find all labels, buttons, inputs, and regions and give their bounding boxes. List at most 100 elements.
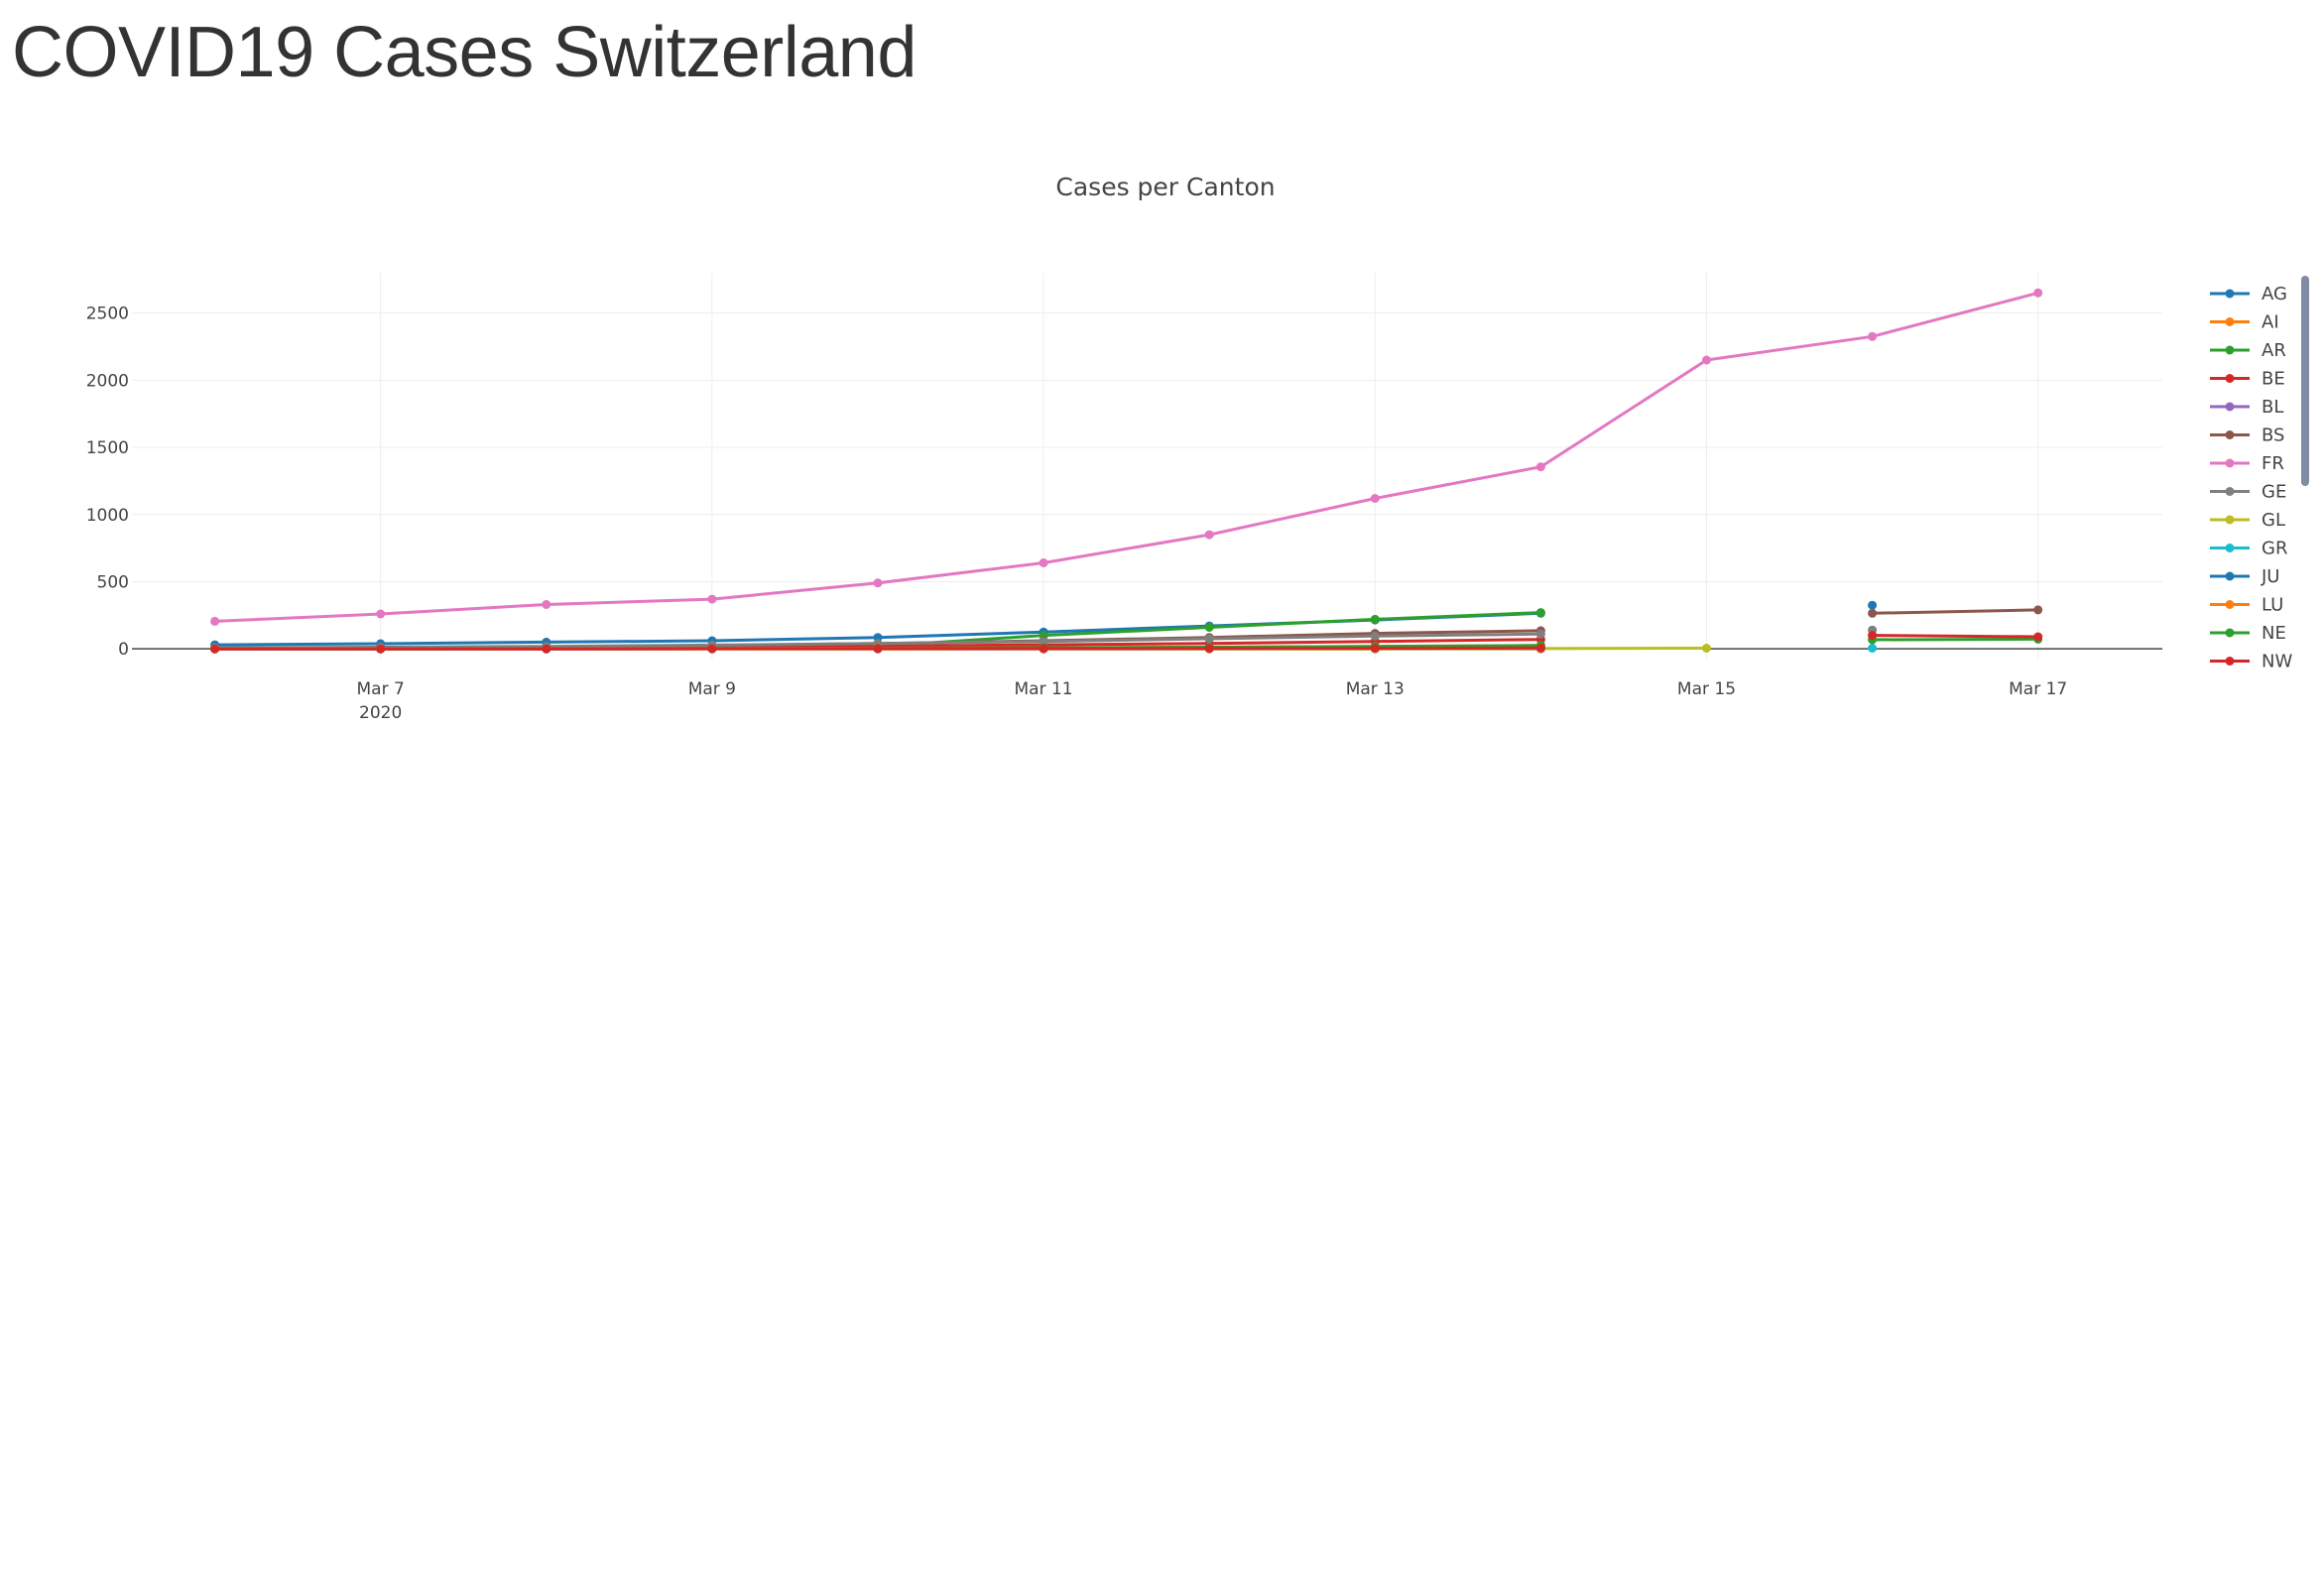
data-point[interactable] — [707, 644, 717, 654]
legend-item-bs[interactable]: BS — [2210, 425, 2284, 446]
legend-label: NE — [2262, 623, 2286, 644]
legend-item-nw[interactable]: NW — [2210, 652, 2292, 672]
legend-label: AG — [2262, 284, 2287, 304]
data-point[interactable] — [1204, 623, 1214, 632]
legend-marker — [2225, 544, 2235, 552]
legend-item-ge[interactable]: GE — [2210, 482, 2286, 503]
chart-grid — [132, 273, 2162, 660]
x-tick-label: Mar 9 — [688, 679, 736, 699]
y-tick-label: 500 — [97, 572, 129, 592]
legend-item-ag[interactable]: AG — [2210, 284, 2287, 304]
legend-label: NW — [2262, 652, 2292, 672]
data-point[interactable] — [2033, 605, 2043, 615]
data-point[interactable] — [1370, 614, 1380, 624]
x-tick-label: Mar 11 — [1014, 679, 1072, 699]
series-line-bs — [1872, 608, 2038, 615]
legend-item-lu[interactable]: LU — [2210, 595, 2283, 616]
legend-label: GL — [2262, 510, 2285, 531]
y-tick-label: 1000 — [86, 506, 129, 526]
legend-marker — [2225, 515, 2235, 525]
data-point[interactable] — [1868, 644, 1878, 653]
data-point[interactable] — [2033, 288, 2043, 298]
legend-marker — [2225, 600, 2235, 609]
legend-label: GR — [2262, 539, 2287, 559]
legend-label: JU — [2261, 566, 2279, 587]
data-point[interactable] — [1702, 644, 1711, 653]
legend-marker — [2225, 458, 2235, 468]
data-point[interactable] — [1039, 637, 1048, 647]
data-point[interactable] — [1370, 644, 1380, 654]
data-point[interactable] — [1535, 629, 1545, 639]
legend-scrollbar[interactable] — [2301, 276, 2309, 486]
data-point[interactable] — [873, 644, 883, 654]
data-point[interactable] — [1868, 331, 1878, 341]
legend-marker — [2225, 571, 2235, 581]
data-point[interactable] — [1535, 462, 1545, 472]
legend-marker — [2225, 402, 2235, 412]
data-point[interactable] — [1535, 643, 1545, 653]
x-tick-label: Mar 17 — [2009, 679, 2067, 699]
data-point[interactable] — [1204, 530, 1214, 540]
chart-series[interactable] — [210, 288, 2043, 654]
data-point[interactable] — [1868, 631, 1878, 641]
legend-item-gr[interactable]: GR — [2210, 539, 2287, 559]
legend-label: BS — [2262, 425, 2284, 446]
data-point[interactable] — [1370, 494, 1380, 503]
data-point[interactable] — [210, 616, 220, 626]
data-point[interactable] — [542, 644, 551, 654]
data-point[interactable] — [1039, 558, 1048, 567]
data-point[interactable] — [542, 600, 551, 609]
data-point[interactable] — [376, 609, 386, 619]
legend-item-bl[interactable]: BL — [2210, 397, 2283, 418]
legend-label: AI — [2262, 312, 2279, 333]
data-point[interactable] — [873, 578, 883, 588]
y-tick-label: 2000 — [86, 371, 129, 391]
chart-title: Cases per Canton — [1055, 173, 1275, 201]
data-point[interactable] — [1702, 355, 1711, 365]
y-tick-label: 1500 — [86, 438, 129, 458]
series-line-fr — [214, 291, 2039, 623]
legend-item-ai[interactable]: AI — [2210, 312, 2279, 333]
data-point[interactable] — [1039, 644, 1048, 654]
series-fr[interactable] — [210, 288, 2043, 626]
page-title: COVID19 Cases Switzerland — [12, 13, 917, 92]
data-point[interactable] — [707, 594, 717, 604]
legend-marker — [2225, 374, 2235, 383]
legend-item-be[interactable]: BE — [2210, 369, 2285, 390]
legend-label: BL — [2262, 397, 2283, 418]
x-tick-label: Mar 15 — [1677, 679, 1736, 699]
x-tick-label: Mar 7 — [357, 679, 405, 699]
data-point[interactable] — [2033, 632, 2043, 642]
data-point[interactable] — [1868, 600, 1878, 610]
chart-axes: Mar 7 2020 Mar 9 Mar 11 Mar 13 Mar 15 Mar 17 0 5… — [86, 304, 2162, 723]
legend-marker — [2225, 289, 2235, 299]
legend-label: LU — [2262, 595, 2283, 616]
legend-label: BE — [2262, 369, 2285, 390]
data-point[interactable] — [210, 644, 220, 654]
data-point[interactable] — [1535, 608, 1545, 618]
x-tick-label: Mar 13 — [1346, 679, 1405, 699]
legend-item-ne[interactable]: NE — [2210, 623, 2286, 644]
legend-item-gl[interactable]: GL — [2210, 510, 2285, 531]
legend-item-ar[interactable]: AR — [2210, 340, 2286, 361]
series-nw[interactable] — [210, 631, 2043, 654]
y-tick-label: 0 — [118, 640, 129, 660]
legend-marker — [2225, 487, 2235, 496]
data-point[interactable] — [376, 644, 386, 654]
data-point[interactable] — [1868, 608, 1878, 618]
series-line-nw — [1872, 634, 2038, 639]
legend-item-ju[interactable]: JU — [2210, 566, 2279, 587]
legend-marker — [2225, 317, 2235, 326]
legend-item-fr[interactable]: FR — [2210, 453, 2284, 474]
line-chart[interactable]: Mar 7 2020 Mar 9 Mar 11 Mar 13 Mar 15 Mar 17 0 5… — [0, 0, 2324, 793]
data-point[interactable] — [1204, 634, 1214, 644]
chart-legend[interactable]: AG AI AR BE BL BS FR GE GL GR JU LU NE NW — [2210, 284, 2292, 672]
legend-label: FR — [2262, 453, 2284, 474]
legend-label: AR — [2262, 340, 2286, 361]
data-point[interactable] — [1204, 644, 1214, 654]
legend-marker — [2225, 657, 2235, 666]
data-point[interactable] — [1370, 631, 1380, 641]
legend-marker — [2225, 628, 2235, 638]
series-line-ne — [1872, 637, 2038, 642]
